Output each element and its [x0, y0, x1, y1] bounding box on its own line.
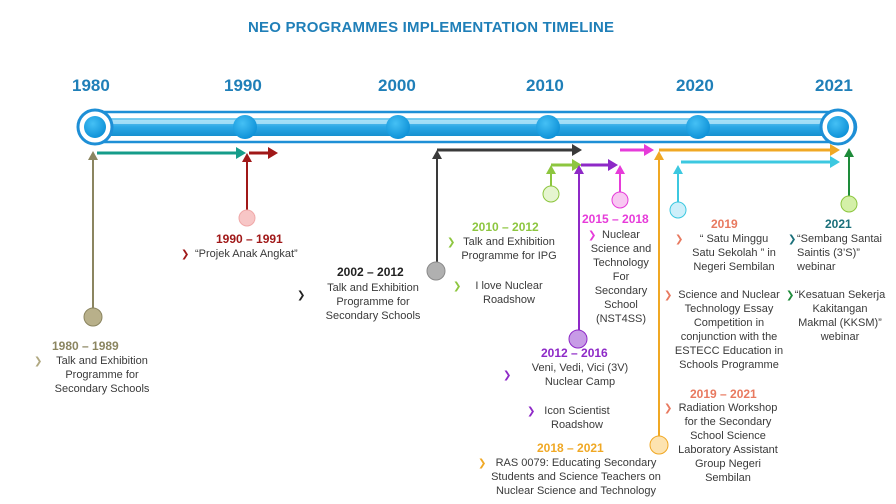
connector-2012	[568, 159, 618, 349]
event-2010-desc-2: I love Nuclear Roadshow	[475, 280, 543, 306]
event-1990-desc: “Projek Anak Angkat”	[195, 248, 298, 260]
chevron-right-icon: ❯	[447, 237, 456, 248]
chevron-right-icon: ❯	[297, 290, 306, 301]
connector-1990	[238, 147, 278, 227]
node-1980	[76, 108, 114, 146]
chevron-right-icon: ❯	[503, 370, 512, 381]
event-2021-desc-2: “Kesatuan Sekerja Kakitangan Makmal (KKS…	[794, 289, 886, 343]
node-1990	[233, 115, 257, 139]
event-2010-range: 2010 – 2012	[472, 220, 539, 234]
node-2021	[819, 108, 857, 146]
event-2019a-desc-2: Science and Nuclear Technology Essay Com…	[674, 289, 784, 371]
connector-1980	[83, 151, 103, 327]
event-2002-range: 2002 – 2012	[337, 265, 404, 279]
node-2000	[386, 115, 410, 139]
connector-2002	[426, 144, 582, 281]
chevron-right-icon: ❯	[34, 356, 43, 367]
event-2021-desc-1: “Sembang Santai Saintis (3’S)” webinar	[797, 233, 882, 273]
event-2012-desc-2: Icon Scientist Roadshow	[544, 405, 610, 431]
year-label-1990: 1990	[224, 76, 262, 95]
timeline-bar	[78, 110, 858, 144]
chevron-right-icon: ❯	[786, 290, 795, 301]
year-label-2000: 2000	[378, 76, 416, 95]
year-label-2010: 2010	[526, 76, 564, 95]
event-2019b-desc: Radiation Workshop for the Secondary Sch…	[678, 402, 778, 484]
year-label-2020: 2020	[676, 76, 714, 95]
chevron-right-icon: ❯	[664, 403, 673, 414]
event-2018-desc: RAS 0079: Educating Secondary Students a…	[491, 457, 661, 497]
connector-2010	[542, 159, 582, 203]
event-2012-range: 2012 – 2016	[541, 346, 608, 360]
event-2012-desc-1: Veni, Vedi, Vici (3V) Nuclear Camp	[531, 362, 629, 388]
chevron-right-icon: ❯	[788, 234, 797, 245]
chevron-right-icon: ❯	[181, 249, 190, 260]
event-2015-range: 2015 – 2018	[582, 212, 649, 226]
connector-2021	[840, 148, 858, 213]
event-2010-desc-1: Talk and Exhibition Programme for IPG	[461, 236, 557, 262]
node-2010	[536, 115, 560, 139]
chevron-right-icon: ❯	[527, 406, 536, 417]
chevron-right-icon: ❯	[478, 458, 487, 469]
chevron-right-icon: ❯	[675, 234, 684, 245]
chevron-right-icon: ❯	[588, 230, 597, 241]
event-2019a-desc-1: “ Satu Minggu Satu Sekolah ” in Negeri S…	[692, 233, 776, 273]
chevron-right-icon: ❯	[664, 290, 673, 301]
event-2021-range: 2021	[825, 217, 852, 231]
connector-2018	[649, 144, 840, 455]
event-1980-range: 1980 – 1989	[52, 339, 119, 353]
event-1980-desc: Talk and Exhibition Programme for Second…	[54, 355, 150, 395]
page-title: NEO PROGRAMMES IMPLEMENTATION TIMELINE	[248, 19, 615, 36]
year-label-1980: 1980	[72, 76, 110, 95]
year-label-2021: 2021	[815, 76, 853, 95]
event-2019b-range: 2019 – 2021	[690, 387, 757, 401]
connector-2015	[611, 144, 654, 209]
connector-2019	[669, 156, 840, 219]
node-2020	[686, 115, 710, 139]
event-1990-range: 1990 – 1991	[216, 232, 283, 246]
event-2015-desc: Nuclear Science and Technology For Secon…	[590, 229, 652, 325]
arrow-1980-1990	[97, 147, 246, 159]
event-2002-desc: Talk and Exhibition Programme for Second…	[325, 282, 421, 322]
chevron-right-icon: ❯	[453, 281, 462, 292]
event-2018-range: 2018 – 2021	[537, 441, 604, 455]
event-2019a-range: 2019	[711, 217, 738, 231]
